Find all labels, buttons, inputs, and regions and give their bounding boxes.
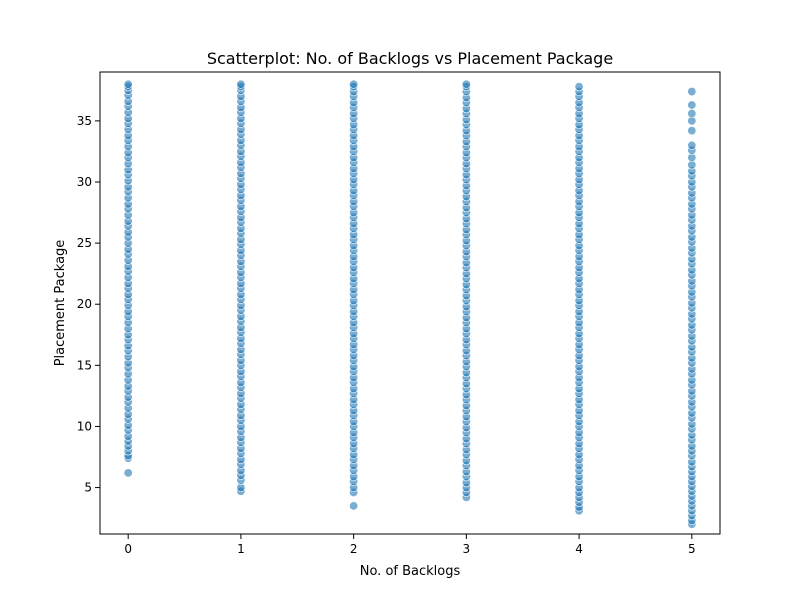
scatter-point bbox=[349, 501, 359, 511]
scatter-point bbox=[236, 79, 246, 89]
scatter-point bbox=[349, 79, 359, 89]
y-axis: 5 10 15 20 25 30 35 bbox=[77, 114, 100, 495]
x-tick-label: 4 bbox=[575, 542, 583, 556]
scatter-point bbox=[123, 468, 133, 478]
plot-frame bbox=[99, 71, 721, 535]
y-tick-label: 15 bbox=[77, 358, 92, 372]
y-tick-label: 30 bbox=[77, 175, 92, 189]
points-layer bbox=[123, 79, 697, 529]
y-tick-label: 35 bbox=[77, 114, 92, 128]
x-tick-label: 0 bbox=[124, 542, 132, 556]
y-tick-label: 20 bbox=[77, 297, 92, 311]
y-tick-label: 10 bbox=[77, 419, 92, 433]
scatter-point bbox=[123, 79, 133, 89]
x-axis-label: No. of Backlogs bbox=[360, 564, 461, 579]
y-axis-label: Placement Package bbox=[53, 240, 68, 367]
scatter-point bbox=[687, 109, 697, 119]
scatter-point bbox=[574, 82, 584, 92]
x-tick-label: 5 bbox=[688, 542, 696, 556]
x-tick-label: 3 bbox=[463, 542, 471, 556]
scatter-point bbox=[687, 140, 697, 150]
y-tick-label: 25 bbox=[77, 236, 92, 250]
x-tick-label: 2 bbox=[350, 542, 358, 556]
scatter-point bbox=[687, 87, 697, 97]
scatter-point bbox=[687, 100, 697, 110]
scatter-point bbox=[461, 79, 471, 89]
x-tick-label: 1 bbox=[237, 542, 245, 556]
y-tick-label: 5 bbox=[84, 481, 92, 495]
scatter-point bbox=[687, 126, 697, 136]
x-axis: 0 1 2 3 4 5 bbox=[124, 534, 696, 556]
chart-title: Scatterplot: No. of Backlogs vs Placemen… bbox=[207, 49, 613, 68]
